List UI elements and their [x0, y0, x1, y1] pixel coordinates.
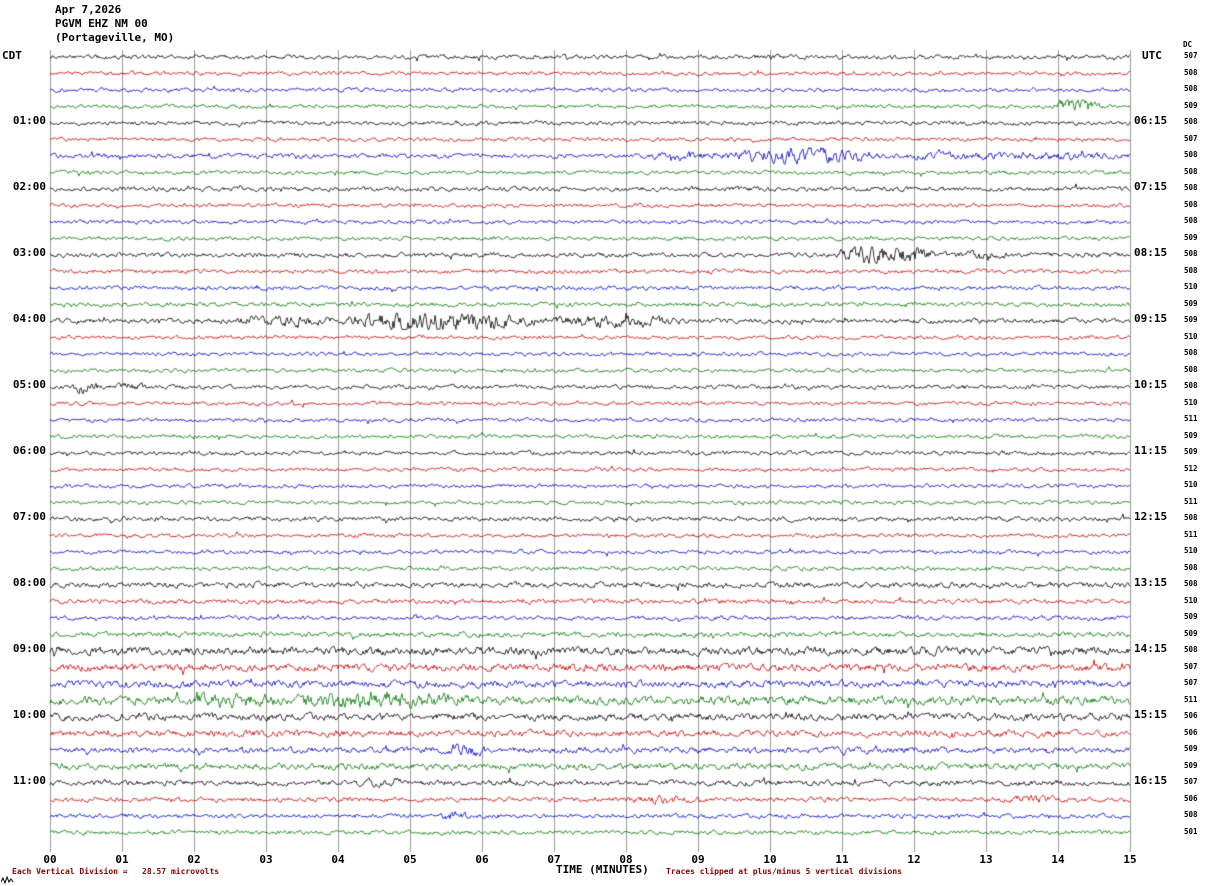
dc-value-label: 512	[1184, 463, 1198, 473]
header-date: Apr 7,2026	[55, 3, 122, 16]
left-time-label: 06:00	[12, 444, 46, 457]
x-tick-label: 13	[979, 853, 993, 866]
left-time-label: 10:00	[12, 708, 46, 721]
right-time-label: 14:15	[1134, 642, 1168, 655]
tiny-squiggle-icon	[1, 875, 14, 885]
x-tick-label: 12	[907, 853, 921, 866]
dc-value-label: 507	[1184, 133, 1198, 143]
dc-value-label: 509	[1184, 760, 1198, 770]
dc-value-label: 508	[1184, 645, 1198, 654]
left-time-label: 05:00	[12, 378, 46, 391]
x-tick-label: 07	[547, 853, 561, 866]
dc-column-header: DC	[1183, 40, 1193, 49]
right-time-label: 16:15	[1134, 774, 1168, 787]
clip-note: Traces clipped at plus/minus 5 vertical …	[666, 867, 903, 876]
right-time-label: 10:15	[1134, 378, 1168, 391]
right-time-label: 06:15	[1134, 114, 1168, 127]
dc-value-label: 509	[1184, 315, 1198, 324]
dc-value-label: 508	[1184, 117, 1198, 126]
x-tick-label: 10	[763, 853, 777, 866]
dc-value-label: 509	[1184, 298, 1198, 308]
dc-value-label: 507	[1184, 678, 1198, 687]
right-time-label: 13:15	[1134, 576, 1168, 589]
dc-value-label: 508	[1184, 364, 1198, 374]
dc-value-label: 506	[1184, 793, 1198, 803]
dc-value-label: 506	[1184, 711, 1198, 720]
x-tick-label: 11	[835, 853, 849, 866]
x-tick-label: 15	[1123, 853, 1137, 866]
x-tick-label: 02	[187, 853, 201, 866]
dc-value-label: 510	[1184, 480, 1198, 489]
header-location: (Portageville, MO)	[55, 31, 175, 44]
dc-value-label: 509	[1184, 612, 1198, 621]
dc-value-label: 509	[1184, 447, 1198, 456]
x-tick-label: 08	[619, 853, 633, 866]
dc-value-label: 509	[1184, 628, 1198, 638]
dc-value-label: 509	[1184, 232, 1198, 242]
x-tick-label: 01	[115, 853, 129, 866]
dc-value-label: 510	[1184, 546, 1198, 555]
dc-value-label: 508	[1184, 216, 1198, 225]
x-tick-label: 00	[43, 853, 57, 866]
dc-value-label: 508	[1184, 810, 1198, 819]
dc-value-label: 507	[1184, 51, 1198, 60]
dc-value-label: 509	[1184, 430, 1198, 440]
dc-value-label: 508	[1184, 579, 1198, 588]
left-time-label: 09:00	[12, 642, 46, 655]
dc-value-label: 506	[1184, 727, 1198, 737]
dc-value-label: 510	[1184, 595, 1198, 605]
dc-value-label: 511	[1184, 529, 1198, 539]
x-axis-title: TIME (MINUTES)	[556, 863, 649, 876]
right-timezone-label: UTC	[1142, 49, 1162, 62]
dc-value-label: 510	[1184, 282, 1198, 291]
dc-value-label: 510	[1184, 397, 1198, 407]
x-tick-label: 14	[1051, 853, 1065, 866]
dc-value-label: 501	[1184, 826, 1198, 836]
dc-value-label: 508	[1184, 67, 1198, 77]
left-time-label: 04:00	[12, 312, 46, 325]
dc-value-label: 510	[1184, 331, 1198, 341]
dc-value-label: 508	[1184, 166, 1198, 176]
dc-value-label: 508	[1184, 249, 1198, 258]
vertical-division-note: Each Vertical Division = 28.57 microvolt…	[12, 867, 220, 876]
dc-value-label: 507	[1184, 777, 1198, 786]
left-time-label: 08:00	[12, 576, 46, 589]
right-time-label: 07:15	[1134, 180, 1168, 193]
dc-value-label: 507	[1184, 661, 1198, 671]
dc-value-label: 511	[1184, 414, 1198, 423]
left-time-label: 03:00	[12, 246, 46, 259]
right-time-label: 12:15	[1134, 510, 1168, 523]
dc-value-label: 508	[1184, 84, 1198, 93]
left-time-label: 02:00	[12, 180, 46, 193]
x-tick-label: 05	[403, 853, 417, 866]
dc-value-label: 508	[1184, 348, 1198, 357]
dc-value-label: 508	[1184, 381, 1198, 390]
right-time-label: 15:15	[1134, 708, 1168, 721]
x-tick-label: 06	[475, 853, 489, 866]
x-tick-label: 03	[259, 853, 273, 866]
dc-value-label: 511	[1184, 496, 1198, 506]
header-station: PGVM EHZ NM 00	[55, 17, 148, 30]
left-time-label: 07:00	[12, 510, 46, 523]
dc-value-label: 508	[1184, 562, 1198, 572]
left-time-label: 11:00	[12, 774, 46, 787]
right-time-label: 11:15	[1134, 444, 1168, 457]
dc-value-label: 508	[1184, 150, 1198, 159]
x-tick-label: 09	[691, 853, 705, 866]
right-time-label: 09:15	[1134, 312, 1168, 325]
dc-value-label: 508	[1184, 513, 1198, 522]
right-time-label: 08:15	[1134, 246, 1168, 259]
left-time-label: 01:00	[12, 114, 46, 127]
dc-value-label: 508	[1184, 199, 1198, 209]
dc-value-label: 511	[1184, 694, 1198, 704]
dc-value-label: 508	[1184, 265, 1198, 275]
dc-value-label: 509	[1184, 100, 1198, 110]
dc-value-label: 509	[1184, 744, 1198, 753]
x-tick-label: 04	[331, 853, 345, 866]
dc-value-label: 508	[1184, 183, 1198, 192]
left-timezone-label: CDT	[2, 49, 22, 62]
